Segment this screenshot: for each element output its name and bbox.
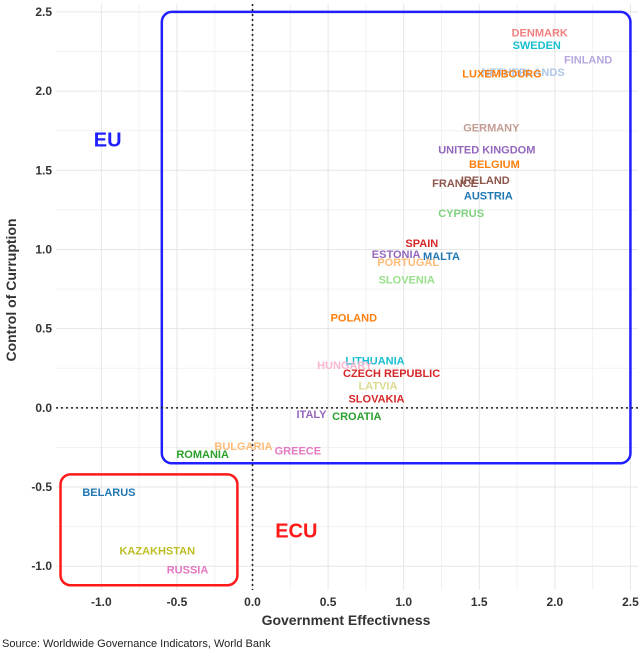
point-label: UNITED KINGDOM: [438, 145, 535, 157]
point-label: CYPRUS: [438, 208, 484, 220]
point-label: ESTONIA: [372, 249, 421, 261]
y-tick-label: 2.0: [35, 84, 52, 98]
point-label: LATVIA: [359, 381, 398, 393]
group-boxes: EU ECU: [59, 10, 632, 587]
y-tick-label: -1.0: [31, 559, 52, 573]
point-label: AUSTRIA: [464, 191, 513, 203]
point-label: POLAND: [331, 313, 378, 325]
point-label: ITALY: [296, 409, 327, 421]
y-tick-label: 1.5: [35, 163, 52, 177]
point-label: LUXEMBOURG: [462, 69, 541, 81]
x-tick-label: 2.5: [622, 595, 639, 609]
source-note: Source: Worldwide Governance Indicators,…: [2, 638, 271, 650]
point-label: SWEDEN: [513, 40, 561, 52]
point-label: IRELAND: [461, 175, 510, 187]
point-label: MALTA: [423, 251, 460, 263]
y-tick-label: 0.0: [35, 401, 52, 415]
y-axis-title: Control of Curruption: [3, 218, 19, 361]
point-label: CZECH REPUBLIC: [343, 368, 440, 380]
x-tick-label: 0.5: [320, 595, 337, 609]
point-label: RUSSIA: [167, 564, 209, 576]
x-axis-title: Government Effectivness: [262, 612, 431, 628]
group-box-eu: [160, 10, 632, 465]
group-label-ecu: ECU: [275, 521, 317, 543]
point-label: BULGARIA: [214, 441, 272, 453]
group-label-eu: EU: [94, 130, 122, 152]
reference-lines: [56, 4, 638, 590]
point-label: SPAIN: [405, 238, 438, 250]
point-label: SLOVAKIA: [348, 393, 404, 405]
point-label: GREECE: [275, 446, 321, 458]
point-label: BELGIUM: [469, 159, 520, 171]
y-tick-label: -0.5: [31, 480, 52, 494]
point-label: PORTUGAL: [377, 257, 439, 269]
x-tick-label: -0.5: [167, 595, 188, 609]
grid-layer: [56, 4, 638, 590]
point-label: ROMANIA: [176, 449, 229, 461]
y-tick-label: 0.5: [35, 322, 52, 336]
point-label: DENMARK: [512, 28, 568, 40]
point-label: HUNGARY: [317, 360, 373, 372]
x-tick-label: 2.0: [547, 595, 564, 609]
point-label: LITHUANIA: [345, 355, 404, 367]
point-label: KAZAKHSTAN: [119, 545, 195, 557]
group-box-ecu: [59, 473, 239, 587]
x-tick-label: 1.5: [471, 595, 488, 609]
x-tick-label: 1.0: [395, 595, 412, 609]
y-tick-label: 1.0: [35, 242, 52, 256]
x-tick-label: -1.0: [91, 595, 112, 609]
point-label: NETHERLANDS: [482, 67, 565, 79]
x-tick-label: 0.0: [244, 595, 261, 609]
point-label: FRANCE: [432, 178, 478, 190]
axis-ticks: -1.0 -0.5 0.0 0.5 1.0 1.5 2.0 2.5 -1.0 -0.5 0.0 0.5…: [31, 5, 639, 609]
point-label: FINLAND: [564, 54, 612, 66]
y-tick-label: 2.5: [35, 5, 52, 19]
point-label: BELARUS: [82, 487, 135, 499]
point-label: GERMANY: [463, 123, 520, 135]
point-label: CROATIA: [332, 411, 381, 423]
country-labels: DENMARKSWEDENFINLANDNETHERLANDSLUXEMBOUR…: [82, 28, 612, 577]
point-label: SLOVENIA: [379, 275, 435, 287]
